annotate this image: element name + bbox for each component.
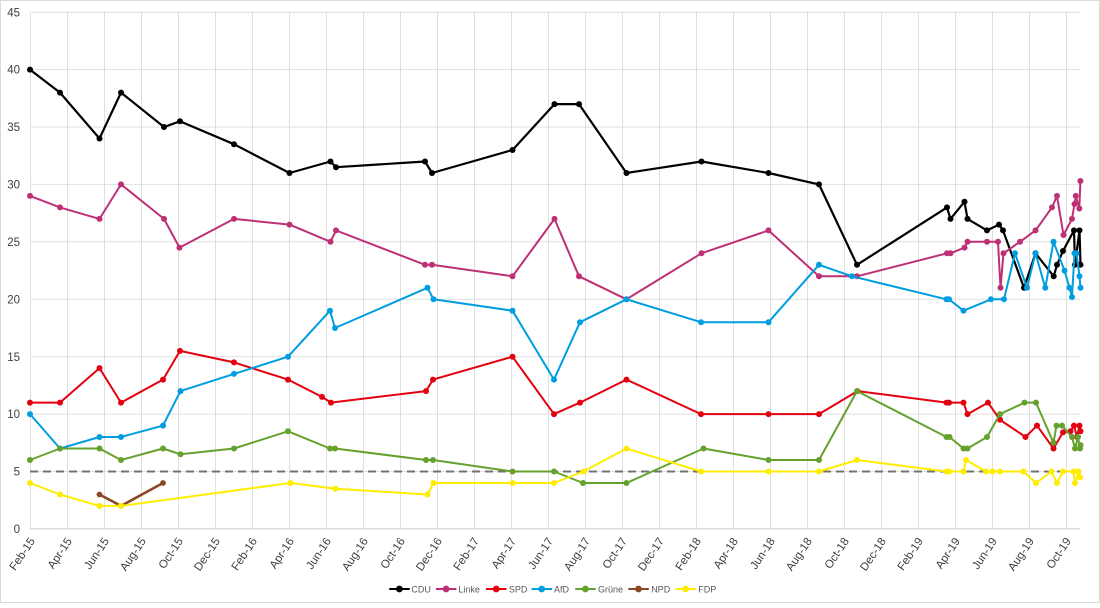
svg-text:45: 45 bbox=[7, 7, 20, 19]
svg-text:20: 20 bbox=[7, 294, 20, 306]
svg-text:Grüne: Grüne bbox=[598, 585, 623, 595]
svg-text:FDP: FDP bbox=[698, 585, 716, 595]
svg-text:25: 25 bbox=[7, 237, 20, 249]
svg-text:CDU: CDU bbox=[411, 585, 431, 595]
svg-text:40: 40 bbox=[7, 65, 20, 77]
svg-text:NPD: NPD bbox=[651, 585, 671, 595]
svg-text:5: 5 bbox=[14, 467, 20, 479]
svg-text:30: 30 bbox=[7, 180, 20, 192]
svg-text:SPD: SPD bbox=[509, 585, 528, 595]
svg-text:15: 15 bbox=[7, 352, 20, 364]
svg-text:10: 10 bbox=[7, 409, 20, 421]
svg-text:0: 0 bbox=[14, 524, 20, 536]
svg-text:35: 35 bbox=[7, 122, 20, 134]
svg-text:Linke: Linke bbox=[458, 585, 480, 595]
svg-text:AfD: AfD bbox=[554, 585, 570, 595]
